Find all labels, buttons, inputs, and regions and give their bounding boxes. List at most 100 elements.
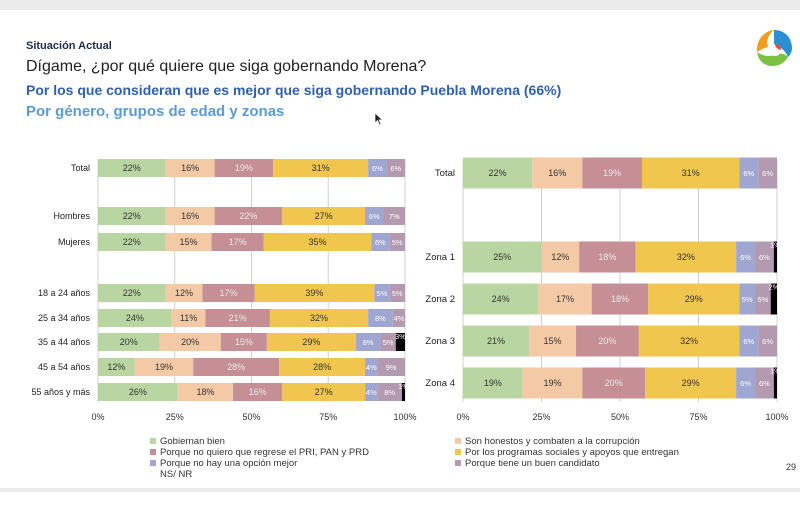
bar-segment: [98, 358, 135, 376]
bar-segment: [739, 157, 759, 189]
subtitle-breakdown: Por género, grupos de edad y zonas: [26, 103, 285, 120]
data-label: 1%: [770, 367, 781, 376]
category-label: Total: [71, 163, 90, 173]
data-label: 17%: [219, 288, 237, 298]
data-label: 6%: [390, 164, 401, 173]
x-tick-label: 0%: [91, 412, 104, 422]
category-label: 35 a 44 años: [38, 337, 91, 347]
bar-segment: [282, 207, 366, 225]
x-tick-label: 75%: [319, 412, 337, 422]
category-label: Zona 3: [425, 336, 455, 347]
legend-item: Porque no quiero que regrese el PRI, PAN…: [150, 447, 369, 458]
data-label: 18%: [611, 294, 629, 304]
bar-segment: [98, 284, 166, 302]
bar-segment: [736, 367, 756, 399]
bar-segment: [165, 159, 215, 177]
data-label: 6%: [743, 337, 754, 346]
data-label: 24%: [492, 294, 510, 304]
bar-segment: [98, 309, 172, 327]
data-label: 31%: [682, 168, 700, 178]
bar-segment: [171, 309, 206, 327]
data-label: 29%: [302, 337, 320, 347]
bar-segment: [368, 159, 387, 177]
subtitle: Por los que consideran que es mejor que …: [26, 82, 562, 98]
legend-item: Son honestos y combaten a la corrupción: [455, 436, 640, 447]
bar-segment: [648, 283, 740, 315]
data-label: 26%: [129, 387, 147, 397]
bar-segment: [739, 325, 759, 357]
bar-segment: [177, 383, 234, 401]
next-slide-strip: [0, 492, 800, 505]
data-label: 12%: [175, 288, 193, 298]
data-label: 6%: [369, 212, 380, 221]
data-label: 12%: [107, 362, 125, 372]
data-label: 28%: [313, 362, 331, 372]
x-tick-label: 0%: [456, 412, 469, 422]
data-label: 15%: [235, 337, 253, 347]
category-label: Zona 1: [425, 252, 455, 263]
legend-item: NS/ NR: [150, 469, 192, 480]
bar-segment: [579, 241, 636, 273]
data-label: 6%: [740, 253, 751, 262]
data-label: 20%: [120, 337, 138, 347]
bar-segment: [214, 159, 273, 177]
section-kicker: Situación Actual: [26, 40, 112, 52]
category-label: Mujeres: [58, 237, 91, 247]
data-label: 32%: [680, 336, 698, 346]
x-tick-label: 25%: [166, 412, 184, 422]
bar-segment: [392, 309, 405, 327]
page-number: 29: [786, 462, 797, 472]
x-tick-label: 50%: [242, 412, 260, 422]
bar-segment: [211, 233, 264, 251]
category-label: 55 años y más: [31, 387, 90, 397]
bar-segment: [269, 309, 369, 327]
category-label: 25 a 34 años: [38, 313, 91, 323]
data-label: 19%: [543, 378, 561, 388]
data-label: 15%: [180, 237, 198, 247]
bar-segment: [263, 233, 372, 251]
data-label: 22%: [123, 237, 141, 247]
data-label: 25%: [493, 252, 511, 262]
category-label: Zona 2: [425, 294, 455, 305]
legend-swatch: [150, 471, 156, 477]
legend-item: Porque no hay una opción mejor: [150, 458, 297, 469]
bar-segment: [380, 333, 396, 351]
bar-segment: [638, 325, 740, 357]
bar-segment: [98, 333, 160, 351]
bar-segment: [165, 284, 203, 302]
data-label: 32%: [310, 313, 328, 323]
x-tick-label: 75%: [689, 412, 707, 422]
bar-segment: [365, 358, 378, 376]
data-label: 22%: [489, 168, 507, 178]
bar-segment: [377, 383, 402, 401]
data-label: 22%: [123, 288, 141, 298]
bar-segment: [165, 207, 215, 225]
bar-segment: [528, 325, 577, 357]
data-label: 18%: [196, 387, 214, 397]
bar-segment: [463, 283, 539, 315]
bar-segment: [233, 383, 283, 401]
bar-segment: [773, 367, 777, 399]
bar-segment: [758, 325, 777, 357]
legend-swatch: [150, 460, 156, 467]
data-label: 5%: [392, 238, 403, 247]
data-label: 24%: [126, 313, 144, 323]
data-label: 6%: [740, 379, 751, 388]
data-label: 6%: [372, 164, 383, 173]
data-label: 6%: [743, 169, 754, 178]
bar-segment: [165, 233, 212, 251]
bar-segment: [368, 309, 393, 327]
bar-segment: [736, 241, 756, 273]
bar-segment: [365, 207, 384, 225]
data-label: 4%: [393, 314, 404, 323]
data-label: 35%: [308, 237, 326, 247]
bar-segment: [645, 367, 737, 399]
bar-segment: [159, 333, 221, 351]
bar-segment: [98, 233, 166, 251]
data-label: 20%: [598, 336, 616, 346]
category-label: Total: [435, 168, 455, 179]
data-label: 5%: [377, 289, 388, 298]
category-label: Zona 4: [425, 378, 455, 389]
data-label: 16%: [181, 211, 199, 221]
data-label: 27%: [315, 387, 333, 397]
